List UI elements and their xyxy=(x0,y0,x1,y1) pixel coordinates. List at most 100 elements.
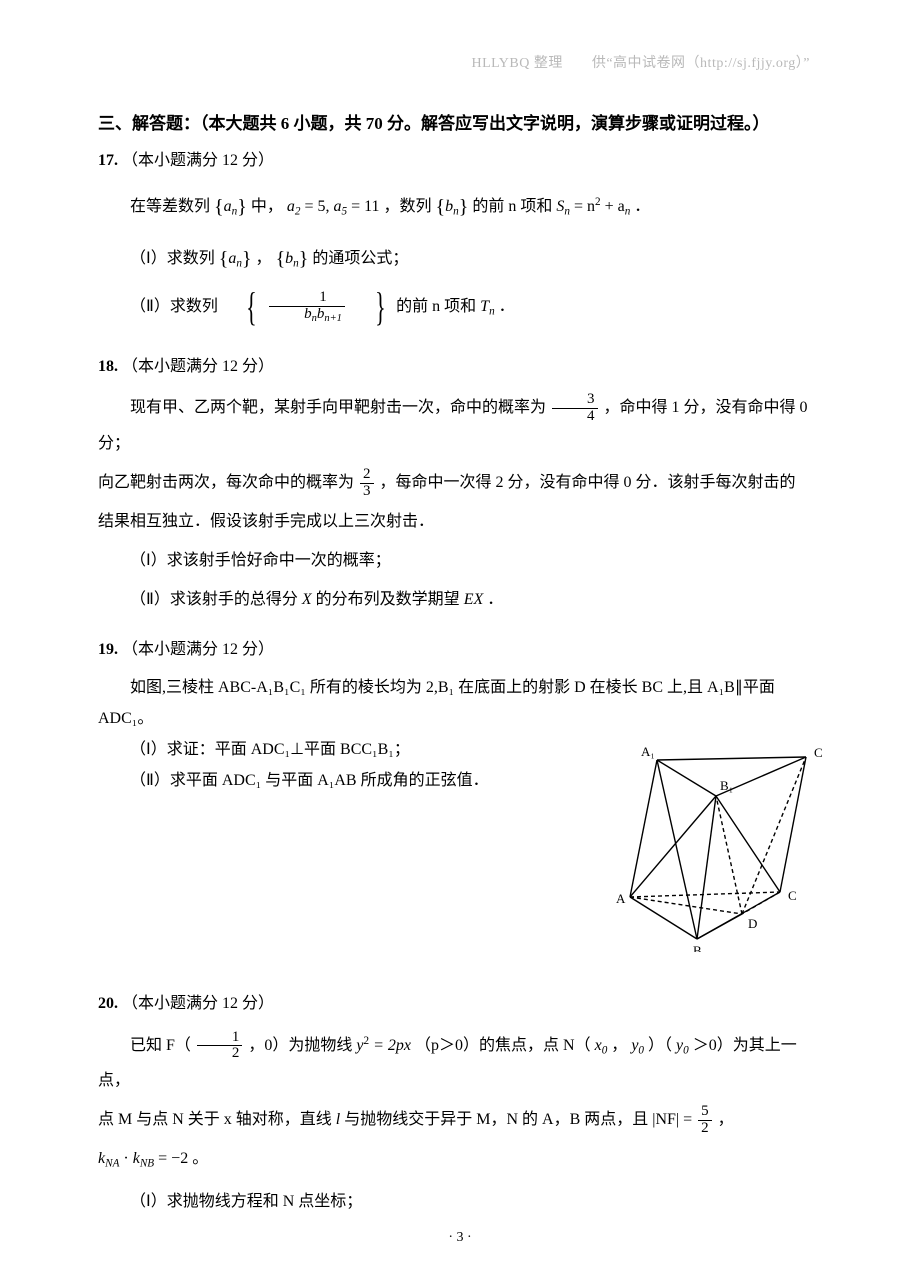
section-heading: 三、解答题：（本大题共 6 小题，共 70 分。解答应写出文字说明，演算步骤或证… xyxy=(98,108,822,140)
q17-head-rest: （本小题满分 12 分） xyxy=(122,152,274,169)
q20-number: 20. xyxy=(98,995,118,1012)
svg-text:D: D xyxy=(748,916,757,931)
q18-part2: （Ⅱ）求该射手的总得分 X 的分布列及数学期望 EX ． xyxy=(98,582,822,617)
q18-EX: EX xyxy=(464,591,484,608)
q20-line1-a: 已知 F（ xyxy=(130,1037,191,1054)
q18-line2: 向乙靶射击两次，每次命中的概率为 2 3 ，每命中一次得 2 分，没有命中得 0… xyxy=(98,465,822,500)
q18-part1: （Ⅰ）求该射手恰好命中一次的概率； xyxy=(98,543,822,578)
q18-part2-b: 的分布列及数学期望 xyxy=(316,591,464,608)
q17-line1-b: 中， xyxy=(251,198,283,215)
q20-y: y xyxy=(356,1037,363,1054)
prism-diagram: ABCDA₁B₁C₁ xyxy=(602,742,822,952)
q20-x0: x xyxy=(595,1037,602,1054)
q20-line1: 已知 F（ 1 2 ，0）为抛物线 y 2 = 2px （p＞0）的焦点，点 N（… xyxy=(98,1028,822,1098)
q17-plus: + a xyxy=(601,198,625,215)
frac-num: 5 xyxy=(698,1104,712,1121)
q20-line2-a: 点 M 与点 N 关于 x 轴对称，直线 xyxy=(98,1111,336,1128)
q20-line2: 点 M 与点 N 关于 x 轴对称，直线 l 与抛物线交于异于 M，N 的 A，… xyxy=(98,1102,822,1137)
svg-text:B₁: B₁ xyxy=(720,778,733,793)
q20-half: 1 2 xyxy=(197,1030,243,1063)
q17-part1-b: 的通项公式； xyxy=(312,250,408,267)
q17-an: a xyxy=(224,198,232,215)
brace: } xyxy=(459,196,469,218)
frac-den: 4 xyxy=(552,409,598,425)
q18-line2-a: 向乙靶射击两次，每次命中的概率为 xyxy=(98,474,354,491)
frac-den: 3 xyxy=(360,484,374,500)
q17-dot2: ． xyxy=(499,298,515,315)
q19-number: 19. xyxy=(98,641,118,658)
q18-line1-a: 现有甲、乙两个靶，某射手向甲靶射击一次，命中的概率为 xyxy=(130,399,546,416)
page-number: · 3 · xyxy=(0,1230,920,1246)
svg-text:C: C xyxy=(788,888,797,903)
q17-part1: （Ⅰ）求数列 {an} ， {bn} 的通项公式； xyxy=(98,237,822,281)
q18-X: X xyxy=(302,591,312,608)
brace: { xyxy=(436,196,446,218)
frac-den: 2 xyxy=(698,1121,712,1137)
brace: } xyxy=(242,248,252,270)
q19-head-rest: （本小题满分 12 分） xyxy=(122,641,274,658)
frac-num: 3 xyxy=(552,392,598,409)
q17-eq-rhs: = n xyxy=(570,198,595,215)
brace: { xyxy=(214,196,224,218)
q20-line2-c: ， xyxy=(718,1111,734,1128)
brace: } xyxy=(237,196,247,218)
q20-part1: （Ⅰ）求抛物线方程和 N 点坐标； xyxy=(98,1184,822,1219)
q20-line1-c: （p＞0）的焦点，点 N（ xyxy=(415,1037,591,1054)
q20-frac52: 5 2 xyxy=(698,1104,712,1137)
q17-bn: b xyxy=(445,198,453,215)
q20-head: 20. （本小题满分 12 分） xyxy=(98,989,822,1019)
q20-dot: · xyxy=(123,1150,132,1167)
q17-comma: ， xyxy=(256,250,272,267)
brace: { xyxy=(276,248,286,270)
q17-head: 17. （本小题满分 12 分） xyxy=(98,146,822,176)
q20-2px: = 2px xyxy=(369,1037,411,1054)
q19-line2: ADC₁。 xyxy=(98,705,822,732)
q19-block: 19. （本小题满分 12 分） 如图,三棱柱 ABC-A₁B₁C₁ 所有的棱长… xyxy=(98,635,822,961)
frac-den: 2 xyxy=(197,1046,243,1062)
q20-line3: kNA · kNB = −2 。 xyxy=(98,1141,822,1176)
q20-knb: k xyxy=(133,1150,140,1167)
q19-head: 19. （本小题满分 12 分） xyxy=(98,635,822,665)
q20-line2-b: 与抛物线交于异于 M，N 的 A，B 两点，且 |NF| = xyxy=(344,1111,696,1128)
frac-num: 2 xyxy=(360,467,374,484)
q17-line1: 在等差数列 {an} 中， a2 = 5, a5 = 11 ，数列 {bn} 的… xyxy=(98,185,822,229)
q17-Tn: T xyxy=(480,298,489,315)
svg-text:A₁: A₁ xyxy=(641,744,655,759)
q18-number: 18. xyxy=(98,358,118,375)
frac-num: 1 xyxy=(197,1030,243,1047)
q18-line3: 结果相互独立．假设该射手完成以上三次射击． xyxy=(98,504,822,539)
q17-dot: ． xyxy=(634,198,650,215)
q20-ell: l xyxy=(336,1111,340,1128)
brace: } xyxy=(299,248,309,270)
q17-eq5: = 5, xyxy=(300,198,333,215)
q17-part2-b: 的前 n 项和 xyxy=(396,298,476,315)
q17-part2-a: （Ⅱ）求数列 xyxy=(130,298,218,315)
q19-figure: ABCDA₁B₁C₁ xyxy=(602,742,822,957)
header-note: HLLYBQ 整理 供“高中试卷网（http://sj.fjjy.org）” xyxy=(471,52,810,72)
q17-bn2: b xyxy=(285,250,293,267)
q17-part2: （Ⅱ）求数列 { 1 bnbn+1 } 的前 n 项和 Tn ． xyxy=(98,289,822,324)
q18-part2-c: ． xyxy=(487,591,503,608)
q17-a2: a xyxy=(287,198,295,215)
svg-text:B: B xyxy=(693,943,702,952)
q20-line3-a: 。 xyxy=(192,1150,208,1167)
q18-line1: 现有甲、乙两个靶，某射手向甲靶射击一次，命中的概率为 3 4 ，命中得 1 分，… xyxy=(98,390,822,460)
page: HLLYBQ 整理 供“高中试卷网（http://sj.fjjy.org）” 三… xyxy=(0,0,920,1274)
q18-head: 18. （本小题满分 12 分） xyxy=(98,352,822,382)
q20-head-rest: （本小题满分 12 分） xyxy=(122,995,274,1012)
q20-line1-b: ，0）为抛物线 xyxy=(248,1037,356,1054)
q19-line1: 如图,三棱柱 ABC-A₁B₁C₁ 所有的棱长均为 2,B₁ 在底面上的射影 D… xyxy=(98,674,822,701)
q17-line1-a: 在等差数列 xyxy=(130,198,210,215)
q17-frac: 1 bnbn+1 xyxy=(269,290,345,324)
svg-text:C₁: C₁ xyxy=(814,745,822,760)
q17-eq11: = 11 xyxy=(347,198,379,215)
q18-frac1: 3 4 xyxy=(552,392,598,425)
q20-line1-d: ， xyxy=(611,1037,627,1054)
q20-line1-e: ）（ xyxy=(648,1037,672,1054)
brace: { xyxy=(219,248,229,270)
q18-head-rest: （本小题满分 12 分） xyxy=(122,358,274,375)
q18-part2-a: （Ⅱ）求该射手的总得分 xyxy=(130,591,302,608)
q17-number: 17. xyxy=(98,152,118,169)
q17-line1-d: 的前 n 项和 xyxy=(472,198,552,215)
q18-frac2: 2 3 xyxy=(360,467,374,500)
